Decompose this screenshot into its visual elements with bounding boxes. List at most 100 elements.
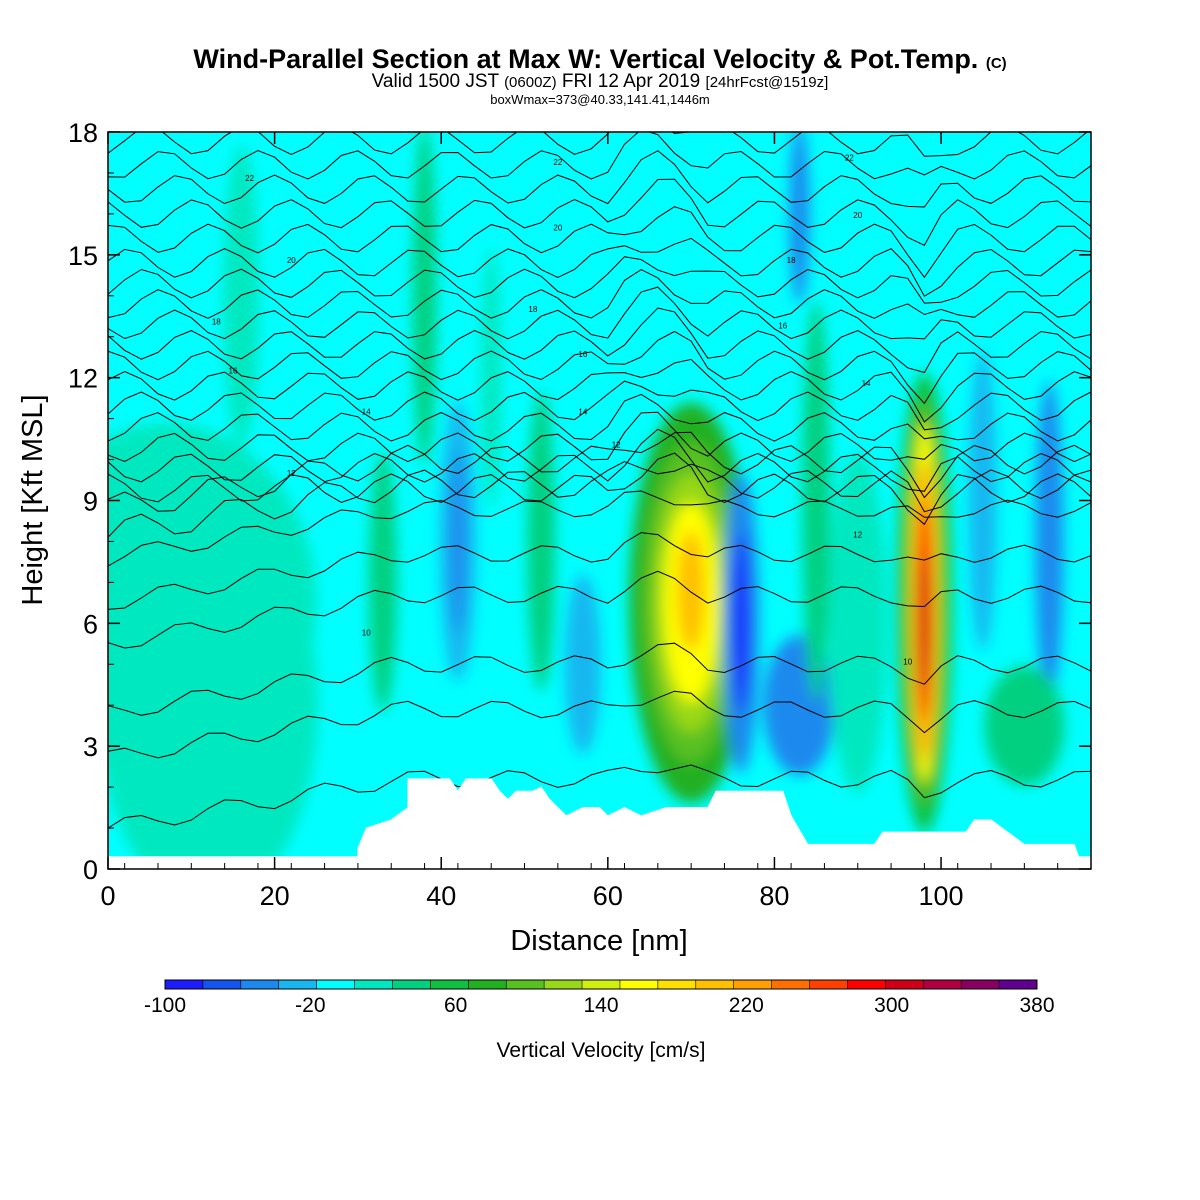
colorbar-swatch bbox=[240, 980, 280, 989]
colorbar-swatch bbox=[165, 980, 204, 989]
colorbar-tick-label: -100 bbox=[144, 994, 186, 1017]
theta-contour bbox=[108, 150, 1091, 208]
colorbar-tick-label: 60 bbox=[444, 994, 467, 1017]
y-tick-label: 18 bbox=[68, 118, 98, 148]
colorbar-swatch bbox=[582, 980, 621, 989]
colorbar-swatch bbox=[354, 980, 393, 989]
theta-contour-label: 22 bbox=[245, 174, 254, 183]
colorbar-swatch bbox=[885, 980, 924, 989]
theta-contour bbox=[108, 330, 1091, 405]
colorbar-swatch bbox=[733, 980, 773, 989]
theta-contour bbox=[108, 132, 1088, 157]
theta-contour bbox=[108, 690, 1091, 759]
theta-contour bbox=[108, 358, 1091, 423]
y-tick-label: 15 bbox=[68, 241, 98, 271]
colorbar-frame bbox=[164, 979, 1038, 990]
downdraft-band-113 bbox=[1035, 381, 1064, 702]
theta-contour-label: 12 bbox=[853, 530, 862, 539]
chart-title-text: Wind-Parallel Section at Max W: Vertical… bbox=[193, 44, 979, 74]
terrain-profile bbox=[108, 778, 1091, 869]
theta-contour-label: 18 bbox=[212, 317, 221, 326]
theta-contour-label: 18 bbox=[787, 256, 796, 265]
colorbar-swatch bbox=[923, 980, 962, 989]
colorbar-tick-label: 300 bbox=[874, 994, 909, 1017]
chart-title: Wind-Parallel Section at Max W: Vertical… bbox=[0, 44, 1200, 75]
potential-temperature-contours: 10 12 14 16 18 20 22 12 14 16 18 20 22 10 12 14 16 18 20 22 bbox=[108, 132, 1091, 829]
theta-contour-label: 20 bbox=[287, 256, 296, 265]
downdraft-high-83 bbox=[789, 132, 810, 304]
colorbar-swatch bbox=[771, 980, 811, 989]
colorbar-swatch bbox=[619, 980, 659, 989]
y-tick-label: 6 bbox=[83, 609, 98, 639]
theta-contour-label: 12 bbox=[287, 469, 296, 478]
theta-contour-label: 10 bbox=[362, 629, 371, 638]
colorbar-swatch bbox=[847, 980, 886, 989]
colorbar-tick-label: 220 bbox=[729, 994, 764, 1017]
x-tick-label: 60 bbox=[593, 881, 623, 911]
colorbar-swatch bbox=[544, 980, 583, 989]
weak-updraft-west-low bbox=[108, 505, 318, 869]
theta-contour-label: 14 bbox=[362, 408, 371, 417]
colorbar-swatch bbox=[392, 980, 431, 989]
valid-time: Valid 1500 JST bbox=[371, 71, 499, 92]
theta-contour bbox=[108, 764, 1091, 829]
x-tick-label: 0 bbox=[100, 881, 115, 911]
colorbar-tick-label: 140 bbox=[583, 994, 618, 1017]
updraft-low-110 bbox=[984, 665, 1065, 786]
theta-contour-label: 10 bbox=[903, 657, 912, 666]
theta-contour-label: 22 bbox=[553, 158, 562, 167]
chart-subtitle: Valid 1500 JST (0600Z) FRI 12 Apr 2019 [… bbox=[0, 71, 1200, 93]
x-tick-label: 40 bbox=[426, 881, 456, 911]
y-axis-label: Height [Kft MSL] bbox=[17, 394, 49, 605]
colorbar-tick-label: 380 bbox=[1019, 994, 1054, 1017]
box-wmax-info: boxWmax=373@40.33,141.41,1446m bbox=[490, 92, 710, 107]
x-axis-label: Distance [nm] bbox=[510, 925, 687, 957]
theta-contour bbox=[108, 237, 1091, 297]
x-tick-label: 20 bbox=[260, 881, 290, 911]
updraft-band-90 bbox=[827, 453, 888, 794]
theta-contour-label: 16 bbox=[578, 350, 587, 359]
axes: 0 20 40 60 80 100 0 3 6 9 12 15 18 bbox=[68, 118, 1091, 911]
theta-contour-label: 20 bbox=[553, 223, 562, 232]
downdraft-core-76 bbox=[733, 533, 750, 714]
downdraft-band-105 bbox=[968, 350, 997, 651]
theta-contour-label: 20 bbox=[853, 211, 862, 220]
colorbar-swatch bbox=[999, 980, 1038, 989]
theta-contour bbox=[108, 178, 1091, 246]
theta-contour-label: 16 bbox=[229, 367, 238, 376]
theta-contour bbox=[108, 642, 1091, 716]
colorbar-label: Vertical Velocity [cm/s] bbox=[497, 1039, 706, 1062]
colorbar-swatch bbox=[202, 980, 242, 989]
theta-contour bbox=[108, 570, 1091, 649]
utc-time: (0600Z) bbox=[504, 74, 557, 91]
theta-contour bbox=[108, 452, 1091, 526]
theta-contour bbox=[108, 380, 1091, 431]
colorbar: -100 -20 60 140 220 300 380 bbox=[144, 979, 1055, 1017]
theta-contour-label: 12 bbox=[612, 440, 621, 449]
forecast-info: [24hrFcst@1519z] bbox=[705, 74, 829, 91]
theta-contour bbox=[108, 431, 1091, 512]
theta-contour bbox=[108, 428, 1091, 492]
downdraft-core-42 bbox=[449, 451, 466, 632]
colorbar-swatch bbox=[695, 980, 735, 989]
colorbar-swatch bbox=[809, 980, 848, 989]
theta-contour-label: 14 bbox=[862, 379, 871, 388]
theta-contour bbox=[108, 490, 1091, 567]
colorbar-swatch bbox=[278, 980, 318, 989]
theta-contour bbox=[108, 532, 1091, 610]
theta-contour bbox=[108, 411, 1091, 463]
theta-contour bbox=[108, 286, 1091, 340]
colorbar-swatch bbox=[430, 980, 469, 989]
theta-contour-label: 18 bbox=[528, 305, 537, 314]
theta-contour bbox=[108, 256, 1091, 304]
y-tick-label: 12 bbox=[68, 364, 98, 394]
y-tick-label: 9 bbox=[83, 487, 98, 517]
updraft-peak-70 bbox=[677, 530, 706, 651]
theta-contour bbox=[108, 460, 1091, 538]
copyright-mark: (C) bbox=[985, 55, 1007, 72]
colorbar-swatch bbox=[657, 980, 697, 989]
theta-contour-label: 16 bbox=[778, 322, 787, 331]
updraft-peak-98 bbox=[919, 553, 930, 694]
colorbar-tick-label: -20 bbox=[295, 994, 325, 1017]
colorbar-swatch bbox=[316, 980, 356, 989]
